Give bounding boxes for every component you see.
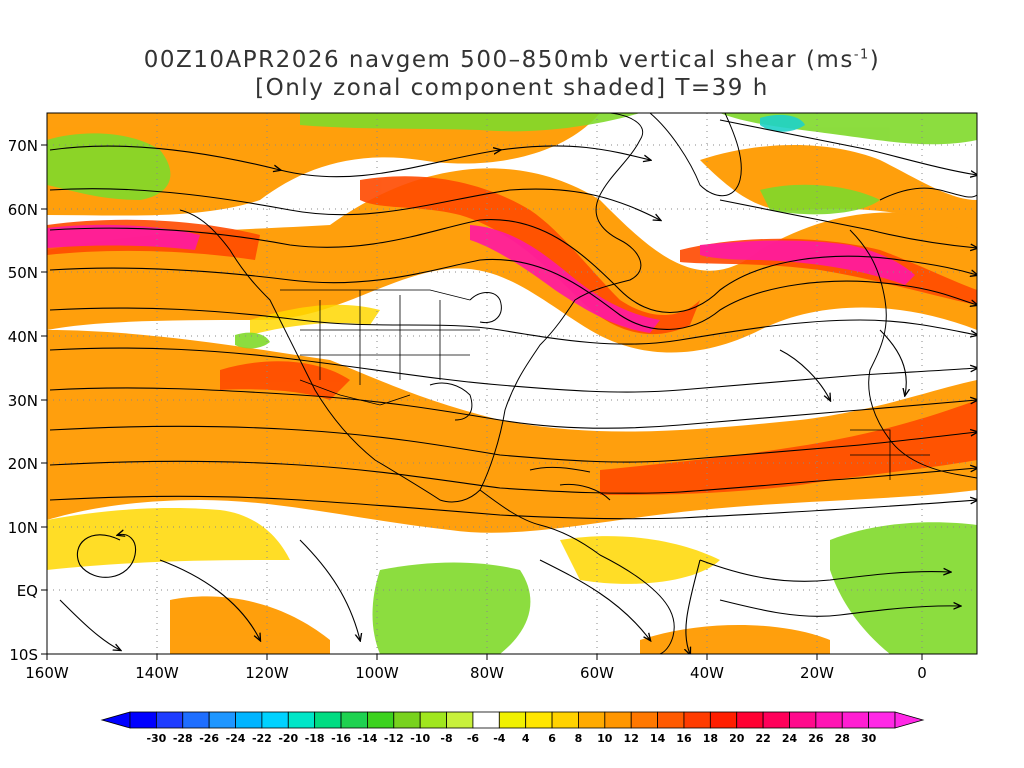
shear-shading-yellow	[47, 304, 720, 584]
y-tick-label: 40N	[8, 328, 38, 346]
colorbar-swatch	[261, 711, 289, 729]
colorbar-swatch	[789, 711, 817, 729]
colorbar-tick-label: 30	[861, 732, 877, 745]
colorbar-swatch	[472, 711, 500, 729]
colorbar-tick-label: -22	[252, 732, 272, 745]
colorbar-arrow-high	[894, 711, 925, 729]
colorbar-tick-label: 12	[624, 732, 639, 745]
colorbar-tick-label: 18	[703, 732, 718, 745]
x-tick-label: 160W	[25, 664, 69, 682]
colorbar-swatch	[340, 711, 368, 729]
colorbar-tick-label: 22	[755, 732, 770, 745]
colorbar-tick-label: -18	[305, 732, 325, 745]
colorbar-swatch	[235, 711, 263, 729]
colorbar-tick-label: -26	[199, 732, 219, 745]
x-tick-label: 100W	[355, 664, 399, 682]
shear-shading-cyan	[760, 114, 805, 132]
colorbar-tick-label: -6	[467, 732, 480, 745]
colorbar-swatch	[155, 711, 184, 729]
y-tick-label: 70N	[8, 137, 38, 155]
y-tick-label: 10N	[8, 519, 38, 537]
colorbar-swatch	[287, 711, 316, 729]
colorbar-tick-label: 8	[575, 732, 583, 745]
colorbar-swatch	[709, 711, 738, 729]
axis-ticks	[41, 144, 923, 660]
colorbar-swatch	[815, 711, 843, 729]
colorbar-tick-label: 6	[548, 732, 556, 745]
colorbar-swatch	[841, 711, 870, 729]
colorbar-tick-label: 26	[808, 732, 824, 745]
x-tick-label: 20W	[800, 664, 834, 682]
colorbar-tick-label: -24	[226, 732, 246, 745]
map-plot-area	[47, 113, 977, 654]
colorbar-swatch	[419, 711, 447, 729]
colorbar-swatch	[551, 711, 579, 729]
streamlines	[49, 119, 977, 654]
y-tick-label: 50N	[8, 264, 38, 282]
shear-shading-max	[47, 224, 915, 333]
colorbar-tick-label: 20	[729, 732, 745, 745]
chart-title-line-2: [Only zonal component shaded] T=39 h	[255, 75, 769, 101]
colorbar-swatch	[393, 711, 421, 729]
colorbar-tick-label: 4	[522, 732, 530, 745]
x-tick-label: 0	[917, 664, 927, 682]
colorbar-tick-label: -8	[440, 732, 452, 745]
colorbar-tick-label: 24	[782, 732, 798, 745]
colorbar-tick-label: -10	[410, 732, 430, 745]
y-axis-labels: 10S EQ 10N 20N 30N 40N 50N 60N 70N	[8, 137, 38, 664]
y-tick-label: 20N	[8, 455, 38, 473]
colorbar-swatch	[525, 711, 553, 729]
colorbar-swatch	[868, 711, 896, 729]
colorbar-swatch	[683, 711, 711, 729]
y-tick-label: 30N	[8, 392, 38, 410]
colorbar-swatch	[630, 711, 658, 729]
colorbar-tick-label: -12	[384, 732, 404, 745]
chart-title-line-1: 00Z10APR2026 navgem 500–850mb vertical s…	[143, 47, 881, 73]
colorbar-tick-label: -14	[357, 732, 377, 745]
coastlines	[179, 113, 977, 654]
colorbar-tick-label: -16	[331, 732, 351, 745]
colorbar-tick-label: -20	[278, 732, 298, 745]
x-axis-labels: 160W 140W 120W 100W 80W 60W 40W 20W 0	[25, 664, 927, 682]
colorbar-swatch	[314, 711, 342, 729]
colorbar-tick-label: -28	[173, 732, 193, 745]
colorbar-swatch	[604, 711, 632, 729]
x-tick-label: 140W	[135, 664, 179, 682]
colorbar-tick-label: 16	[676, 732, 692, 745]
colorbar-tick-label: -4	[493, 732, 506, 745]
political-borders	[280, 289, 930, 480]
colorbar: -30 -28 -26 -24 -22 -20 -18 -16 -14 -12 -10 -8 -6 -4 4…	[100, 711, 925, 745]
colorbar-tick-label: 28	[835, 732, 850, 745]
colorbar-swatch	[657, 711, 685, 729]
colorbar-swatch	[736, 711, 764, 729]
colorbar-swatch	[446, 711, 474, 729]
colorbar-tick-label: 14	[650, 732, 666, 745]
colorbar-swatch	[208, 711, 236, 729]
x-tick-label: 80W	[470, 664, 504, 682]
colorbar-swatch	[498, 711, 527, 729]
x-tick-label: 60W	[580, 664, 614, 682]
colorbar-swatch	[182, 711, 210, 729]
y-tick-label: EQ	[17, 582, 38, 600]
colorbar-tick-label: 10	[597, 732, 613, 745]
colorbar-arrow-low	[100, 711, 131, 729]
x-tick-label: 120W	[245, 664, 289, 682]
colorbar-tick-label: -30	[146, 732, 166, 745]
colorbar-swatch	[762, 711, 790, 729]
colorbar-swatch	[367, 711, 395, 729]
colorbar-swatch	[578, 711, 606, 729]
colorbar-swatch	[129, 711, 157, 729]
map-frame	[46, 112, 978, 655]
y-tick-label: 60N	[8, 201, 38, 219]
shear-shading-negative	[47, 113, 977, 654]
y-tick-label: 10S	[9, 646, 38, 664]
lat-lon-grid	[47, 113, 977, 654]
x-tick-label: 40W	[690, 664, 724, 682]
